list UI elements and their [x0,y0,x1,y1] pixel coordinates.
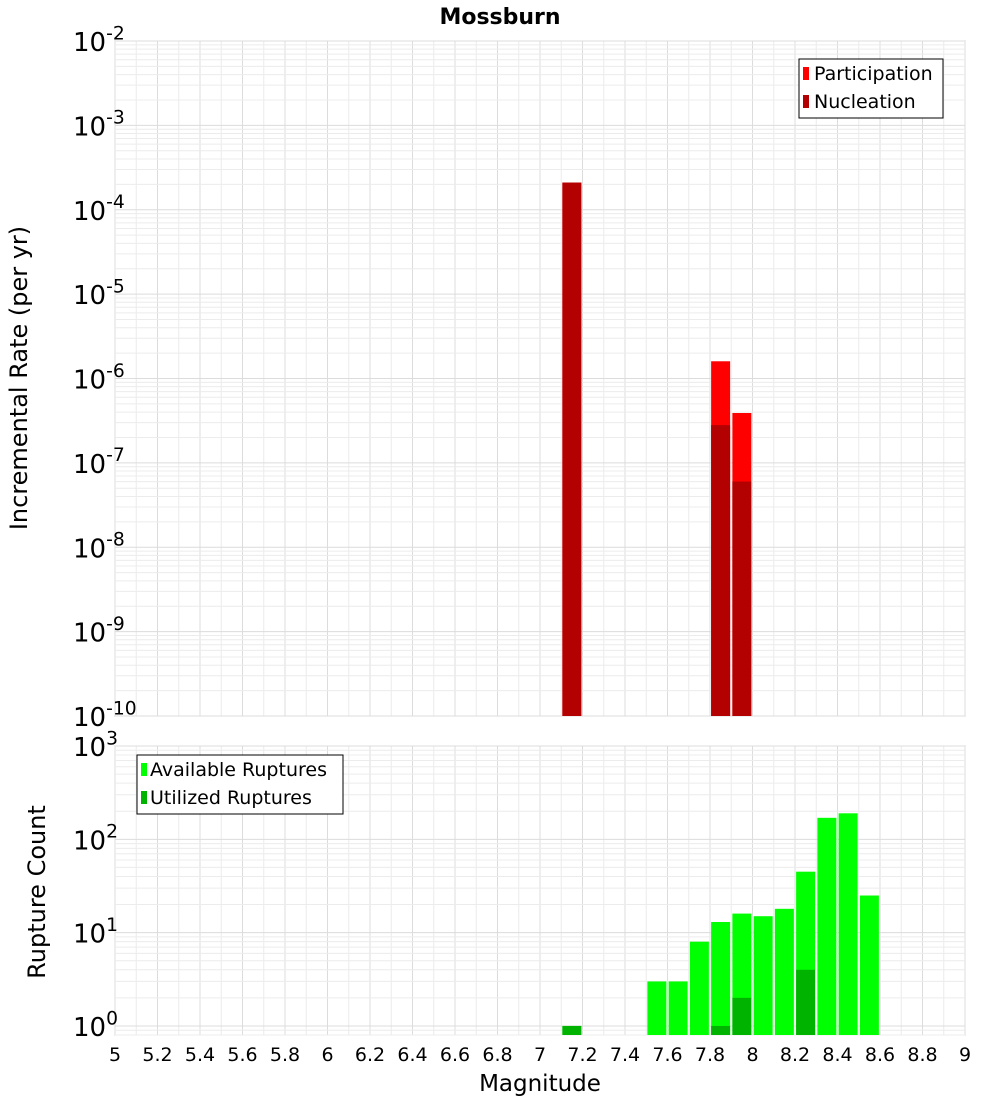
x-tick-label: 9 [959,1044,971,1066]
legend-swatch-available [141,763,147,776]
bottom-legend-box [136,754,344,815]
bar-available-ruptures-9 [817,817,837,1035]
chart-title: Mossburn [439,5,560,30]
bar-available-ruptures-11 [859,895,879,1035]
bar-utilized-ruptures-2 [732,997,752,1035]
x-tick-label: 6 [321,1044,333,1066]
top-legend: Participation Nucleation [798,58,944,119]
legend-swatch-nucleation [803,95,809,108]
bottom-y-axis-label: Rupture Count [23,805,51,979]
y-tick-label: 10-2 [73,23,125,58]
top-y-tick-labels: 10-10 10-9 10-8 10-7 10-6 10-5 10-4 10-3 10-2 [73,23,137,733]
y-tick-label: 10-9 [73,614,125,649]
bar-utilized-ruptures-0 [562,1025,582,1035]
y-tick-label: 10-5 [73,276,125,311]
bar-available-ruptures-1 [647,981,667,1035]
bottom-bars [562,813,879,1035]
bar-available-ruptures-10 [838,813,858,1035]
legend-label-available: Available Ruptures [150,759,327,781]
legend-label-nucleation: Nucleation [814,91,916,113]
x-tick-label: 6.6 [440,1044,470,1066]
x-tick-label: 8.8 [907,1044,937,1066]
y-tick-label: 10-10 [73,698,137,733]
y-tick-label: 101 [73,915,118,950]
y-tick-label: 10-7 [73,445,125,480]
top-y-axis-label: Incremental Rate (per yr) [5,226,33,530]
x-tick-label: 5 [109,1044,121,1066]
bar-nucleation-0 [562,182,582,716]
x-tick-label: 6.8 [482,1044,512,1066]
x-tick-label: 7.8 [695,1044,725,1066]
y-tick-label: 10-6 [73,361,125,396]
bar-available-ruptures-6 [753,916,773,1035]
x-tick-label: 5.8 [270,1044,300,1066]
y-tick-label: 10-8 [73,530,125,565]
y-tick-label: 100 [73,1008,118,1043]
x-tick-label: 6.4 [397,1044,427,1066]
y-tick-label: 103 [73,728,118,763]
x-tick-label: 7 [534,1044,546,1066]
x-tick-label: 8 [746,1044,758,1066]
x-tick-label: 5.2 [142,1044,172,1066]
legend-swatch-utilized [141,791,147,804]
bar-utilized-ruptures-3 [796,969,816,1035]
y-tick-label: 10-4 [73,192,125,227]
y-tick-label: 10-3 [73,108,125,143]
legend-swatch-participation [803,67,809,80]
x-tick-label: 5.6 [227,1044,257,1066]
bar-available-ruptures-2 [668,981,688,1035]
x-tick-label: 7.6 [652,1044,682,1066]
bar-available-ruptures-3 [689,941,709,1035]
legend-label-participation: Participation [814,63,933,85]
bar-available-ruptures-4 [711,922,731,1035]
x-tick-label: 5.4 [185,1044,215,1066]
x-tick-label: 7.2 [567,1044,597,1066]
bar-nucleation-2 [732,481,752,716]
top-bars [562,182,752,716]
x-tick-labels: 5 5.2 5.4 5.6 5.8 6 6.2 6.4 6.6 6.8 7 7.2 7.4 7.6 7.8 8… [109,1044,971,1066]
top-legend-box [798,58,944,119]
legend-label-utilized: Utilized Ruptures [150,787,312,809]
bar-available-ruptures-7 [774,908,794,1035]
y-tick-label: 102 [73,822,118,857]
top-grid [114,40,966,717]
x-tick-label: 8.4 [822,1044,852,1066]
bottom-legend: Available Ruptures Utilized Ruptures [136,754,344,815]
x-tick-label: 8.2 [780,1044,810,1066]
x-tick-label: 6.2 [355,1044,385,1066]
bar-nucleation-1 [711,425,731,716]
x-axis-label: Magnitude [479,1071,601,1097]
x-tick-label: 7.4 [610,1044,640,1066]
bottom-y-tick-labels: 100 101 102 103 [73,728,118,1043]
bar-utilized-ruptures-1 [711,1025,731,1035]
x-tick-label: 8.6 [865,1044,895,1066]
